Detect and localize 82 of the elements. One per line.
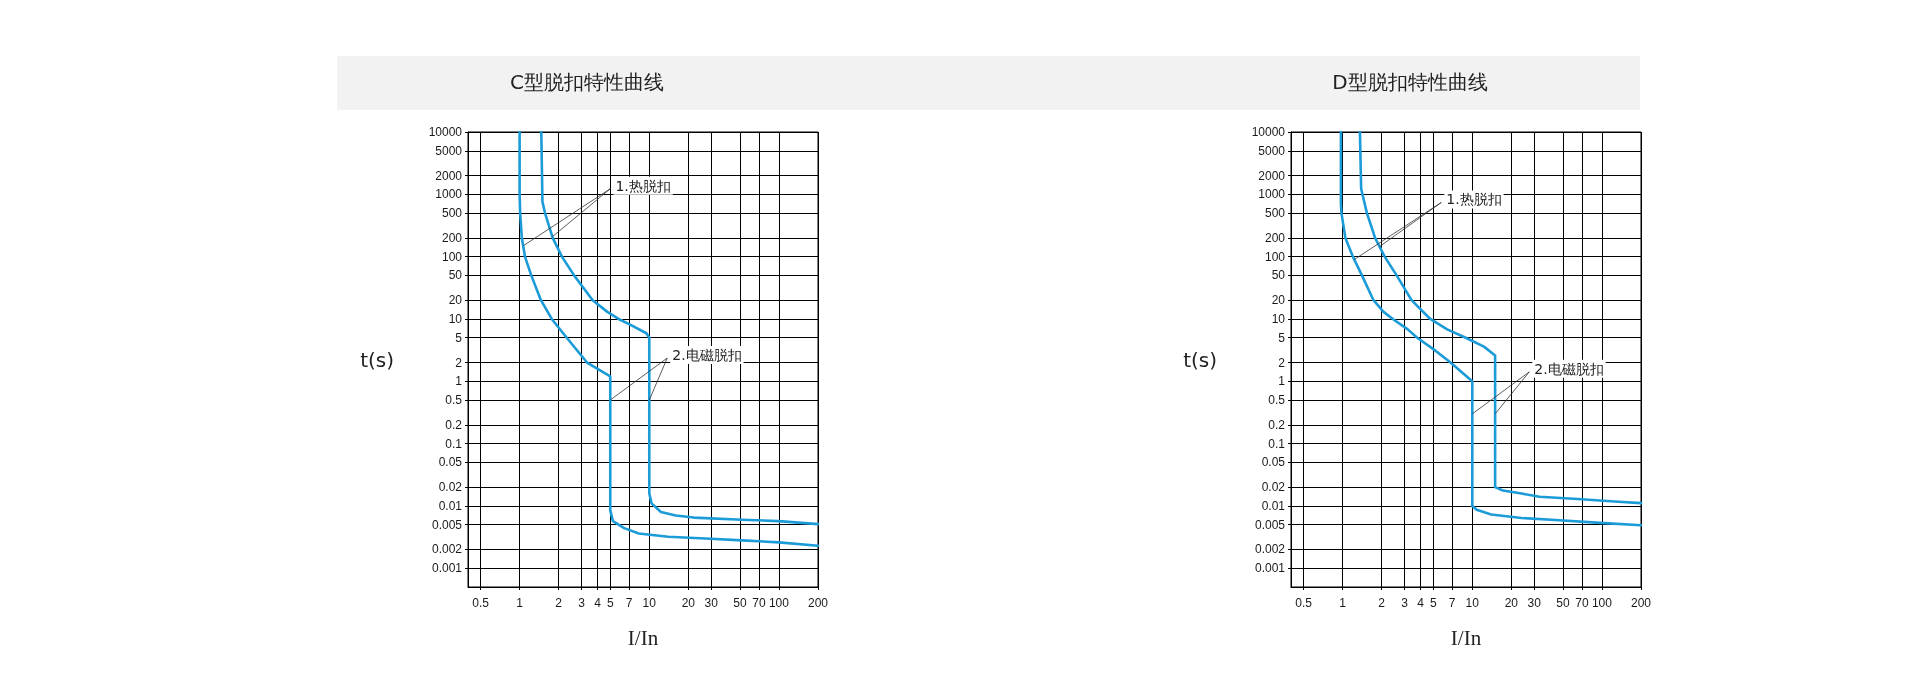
y-tick-label: 0.2: [445, 417, 463, 432]
x-tick-label: 1: [1339, 596, 1347, 610]
x-axis-title: I/In: [1450, 625, 1482, 650]
y-tick-label: 20: [1271, 293, 1286, 308]
y-tick-label: 0.002: [431, 542, 463, 557]
x-tick-label: 100: [1591, 596, 1613, 610]
y-tick-label: 200: [1264, 230, 1286, 245]
x-tick-label: 0.5: [1295, 596, 1313, 610]
y-tick-label: 1000: [1258, 187, 1286, 202]
x-tick-label: 200: [1630, 596, 1652, 610]
y-tick-label: 500: [1264, 206, 1286, 221]
x-tick-label: 4: [1417, 596, 1425, 610]
y-tick-label: 50: [1271, 268, 1286, 283]
x-tick-label: 3: [578, 596, 586, 610]
x-tick-label: 10: [1465, 596, 1480, 610]
y-tick-label: 0.02: [438, 480, 463, 495]
y-tick-label: 0.005: [431, 517, 463, 532]
y-tick-label: 10: [1271, 311, 1286, 326]
y-tick-label: 5: [1278, 330, 1286, 345]
x-tick-label: 7: [1448, 596, 1456, 610]
annotation: 1.热脱扣: [615, 177, 671, 194]
chart-title: D型脱扣特性曲线: [1332, 70, 1488, 94]
x-axis-title: I/In: [627, 625, 659, 650]
x-tick-label: 10: [642, 596, 657, 610]
x-tick-label: 20: [1504, 596, 1519, 610]
x-tick-label: 4: [594, 596, 602, 610]
y-tick-label: 0.2: [1268, 417, 1286, 432]
x-tick-label: 100: [768, 596, 790, 610]
x-tick-label: 50: [733, 596, 747, 610]
y-tick-label: 0.01: [1261, 498, 1286, 513]
x-tick-label: 0.5: [472, 596, 490, 610]
y-tick-label: 0.1: [445, 436, 463, 451]
x-tick-label: 3: [1401, 596, 1409, 610]
y-axis-title: t(s): [1183, 347, 1217, 372]
y-axis-title: t(s): [360, 347, 394, 372]
y-tick-label: 5000: [1258, 143, 1286, 158]
y-tick-label: 2: [1278, 355, 1286, 370]
y-tick-label: 0.05: [1261, 455, 1286, 470]
y-tick-label: 50: [448, 268, 463, 283]
y-tick-label: 0.02: [1261, 480, 1286, 495]
x-tick-label: 70: [1575, 596, 1589, 610]
y-tick-label: 2000: [435, 168, 463, 183]
x-tick-label: 20: [681, 596, 696, 610]
y-tick-label: 200: [441, 230, 463, 245]
y-tick-label: 10000: [1251, 125, 1286, 139]
x-tick-label: 7: [625, 596, 633, 610]
x-tick-label: 200: [807, 596, 829, 610]
y-tick-label: 2: [455, 355, 463, 370]
annotation: 2.电磁脱扣: [1534, 360, 1604, 377]
x-tick-label: 1: [516, 596, 524, 610]
annotation: 1.热脱扣: [1446, 191, 1502, 208]
y-tick-label: 0.002: [1254, 542, 1286, 557]
x-tick-label: 50: [1556, 596, 1570, 610]
y-tick-label: 1: [455, 374, 463, 389]
y-tick-label: 0.001: [431, 561, 463, 576]
x-tick-label: 30: [1527, 596, 1542, 610]
y-tick-label: 0.5: [445, 393, 463, 408]
y-tick-label: 0.005: [1254, 517, 1286, 532]
y-tick-label: 5: [455, 330, 463, 345]
x-tick-label: 5: [606, 596, 614, 610]
x-tick-label: 5: [1429, 596, 1437, 610]
x-tick-label: 30: [704, 596, 719, 610]
y-tick-label: 20: [448, 293, 463, 308]
y-tick-label: 0.05: [438, 455, 463, 470]
y-tick-label: 0.01: [438, 498, 463, 513]
y-tick-label: 0.001: [1254, 561, 1286, 576]
y-tick-label: 5000: [435, 143, 463, 158]
annotation: 2.电磁脱扣: [672, 347, 742, 364]
x-tick-label: 2: [1378, 596, 1386, 610]
y-tick-label: 1000: [435, 187, 463, 202]
y-tick-label: 0.1: [1268, 436, 1286, 451]
x-tick-label: 70: [752, 596, 766, 610]
y-tick-label: 1: [1278, 374, 1286, 389]
y-tick-label: 100: [441, 249, 463, 264]
y-tick-label: 2000: [1258, 168, 1286, 183]
y-tick-label: 10000: [428, 125, 463, 139]
x-tick-label: 2: [555, 596, 563, 610]
y-tick-label: 10: [448, 311, 463, 326]
y-tick-label: 100: [1264, 249, 1286, 264]
y-tick-label: 0.5: [1268, 393, 1286, 408]
y-tick-label: 500: [441, 206, 463, 221]
chart-title: C型脱扣特性曲线: [510, 70, 664, 94]
